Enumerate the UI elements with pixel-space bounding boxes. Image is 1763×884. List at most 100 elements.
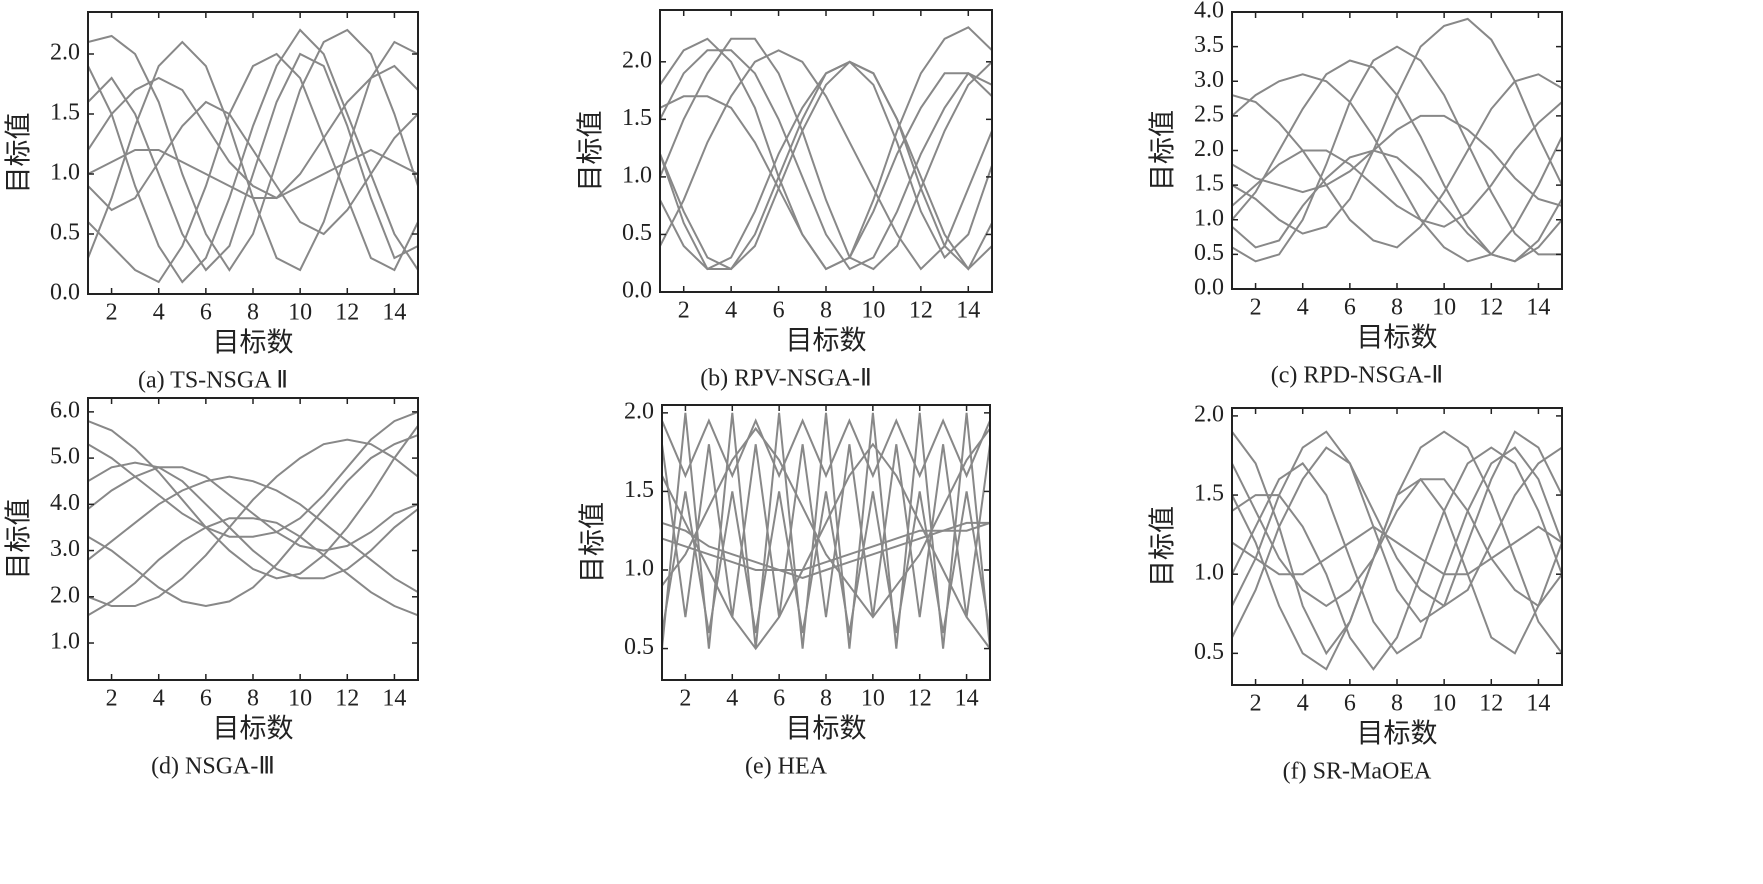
x-tick-label: 4 (725, 298, 737, 324)
series-line (660, 37, 992, 271)
series-line (88, 52, 418, 272)
y-tick-label: 0.5 (1194, 240, 1224, 266)
series-line (88, 28, 418, 284)
y-tick-label: 1.5 (624, 477, 654, 503)
y-tick-label: 1.0 (50, 160, 80, 186)
caption: (a) TS-NSGA Ⅱ (138, 368, 288, 394)
y-tick-label: 0.0 (622, 278, 652, 304)
series-line (660, 60, 992, 271)
y-tick-label: 0.5 (50, 220, 80, 246)
series-line (1232, 477, 1562, 671)
x-tick-label: 14 (1526, 295, 1550, 321)
x-tick-label: 8 (247, 300, 259, 326)
series-line (1232, 59, 1562, 263)
plot-lines (88, 28, 418, 284)
series-line (660, 49, 992, 271)
series-line (1232, 73, 1562, 263)
y-tick-label: 5.0 (50, 444, 80, 470)
x-tick-label: 4 (153, 300, 165, 326)
caption: (b) RPV-NSGA-Ⅱ (700, 366, 872, 392)
series-line (1232, 446, 1562, 671)
caption: (d) NSGA-Ⅲ (151, 754, 275, 780)
x-tick-label: 12 (909, 298, 933, 324)
x-tick-label: 10 (1432, 295, 1456, 321)
y-axis-label: 目标值 (578, 502, 609, 583)
y-tick-label: 1.0 (624, 556, 654, 582)
series-line (1232, 114, 1562, 207)
series-line (88, 410, 418, 538)
plot-lines (662, 412, 990, 651)
x-tick-label: 8 (1391, 691, 1403, 717)
series-line (662, 521, 990, 571)
series-line (1232, 446, 1562, 655)
series-line (1232, 45, 1562, 263)
plot-lines (1232, 17, 1562, 263)
y-axis-label: 目标值 (1148, 110, 1179, 191)
x-tick-label: 14 (382, 300, 406, 326)
series-line (662, 521, 990, 579)
x-axis-label: 目标数 (1357, 719, 1438, 750)
y-axis-label: 目标值 (4, 113, 35, 194)
series-line (660, 60, 992, 271)
x-tick-label: 6 (1344, 691, 1356, 717)
x-tick-label: 10 (1432, 691, 1456, 717)
y-tick-label: 4.0 (1194, 0, 1224, 24)
x-tick-label: 12 (908, 686, 932, 712)
x-tick-label: 2 (1250, 295, 1262, 321)
x-tick-label: 14 (955, 686, 979, 712)
x-tick-label: 6 (200, 300, 212, 326)
series-line (660, 49, 992, 271)
y-tick-label: 3.0 (50, 536, 80, 562)
series-line (88, 52, 418, 284)
y-axis-label: 目标值 (4, 499, 35, 580)
y-tick-label: 1.0 (1194, 205, 1224, 231)
x-tick-label: 14 (382, 686, 406, 712)
y-tick-label: 3.0 (1194, 67, 1224, 93)
y-tick-label: 2.0 (1194, 401, 1224, 427)
series-line (1232, 525, 1562, 576)
x-tick-label: 4 (1297, 295, 1309, 321)
y-tick-label: 0.5 (622, 220, 652, 246)
series-line (1232, 430, 1562, 624)
x-tick-label: 6 (773, 686, 785, 712)
y-tick-label: 0.5 (1194, 639, 1224, 665)
series-line (660, 26, 992, 271)
x-tick-label: 14 (1526, 691, 1550, 717)
y-tick-label: 1.0 (1194, 560, 1224, 586)
series-line (1232, 446, 1562, 638)
series-line (88, 100, 418, 236)
series-line (88, 466, 418, 552)
y-tick-label: 2.0 (50, 582, 80, 608)
x-axis-label: 目标数 (786, 326, 867, 357)
x-tick-label: 6 (773, 298, 785, 324)
x-tick-label: 2 (678, 298, 690, 324)
x-tick-label: 4 (153, 686, 165, 712)
x-axis-label: 目标数 (786, 714, 867, 745)
caption: (e) HEA (745, 754, 828, 780)
plot-lines (660, 26, 992, 271)
x-tick-label: 14 (956, 298, 980, 324)
series-line (88, 420, 418, 580)
y-tick-label: 1.5 (50, 100, 80, 126)
plot-frame (661, 404, 991, 681)
x-tick-label: 12 (335, 686, 359, 712)
y-tick-label: 0.0 (1194, 275, 1224, 301)
series-line (88, 461, 418, 580)
series-line (662, 444, 990, 618)
y-tick-label: 2.0 (622, 47, 652, 73)
x-tick-label: 2 (1250, 691, 1262, 717)
series-line (662, 491, 990, 634)
x-tick-label: 4 (1297, 691, 1309, 717)
series-line (88, 438, 418, 607)
y-tick-label: 6.0 (50, 397, 80, 423)
x-tick-label: 12 (1479, 691, 1503, 717)
x-axis-label: 目标数 (213, 714, 294, 745)
series-line (1232, 73, 1562, 249)
x-tick-label: 8 (820, 298, 832, 324)
x-tick-label: 12 (335, 300, 359, 326)
series-line (88, 64, 418, 200)
x-tick-label: 4 (726, 686, 738, 712)
y-tick-label: 2.0 (50, 40, 80, 66)
y-axis-label: 目标值 (1148, 506, 1179, 587)
